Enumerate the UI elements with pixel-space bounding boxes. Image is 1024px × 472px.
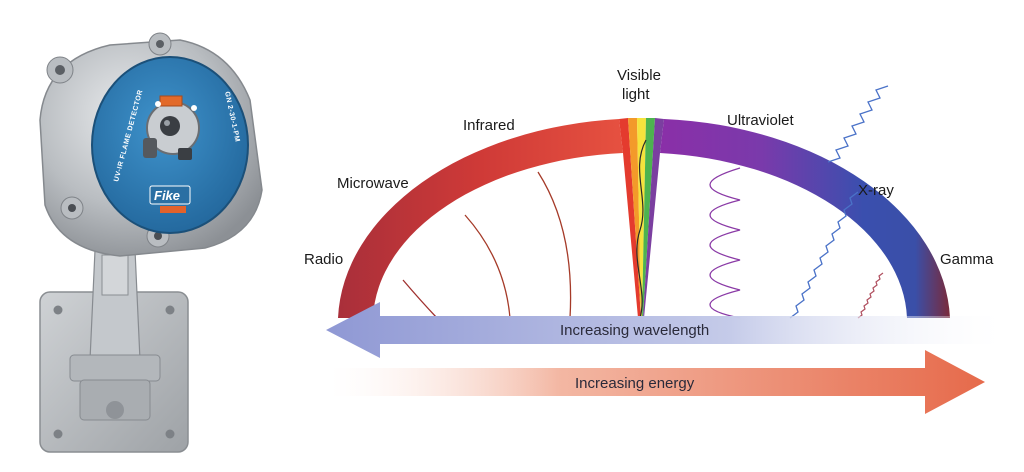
infrared-wave (537, 171, 572, 319)
wavelength-arrow: Increasing wavelength (326, 302, 1000, 358)
spectrum-band-low-energy (338, 119, 623, 318)
label-gamma: Gamma (940, 251, 994, 268)
brand-tab (160, 206, 186, 213)
brand-plate (149, 185, 191, 205)
xray-wave-outer (827, 85, 889, 163)
ultraviolet-wave (709, 167, 741, 319)
flame-detector-image: UV-IR FLAME DETECTOR GN 2-30-1-PM Fike (39, 32, 263, 453)
label-visible-line1: Visible (617, 67, 661, 84)
spectrum-band-high-energy (660, 119, 950, 318)
screw-icon (165, 305, 175, 315)
screw-icon (53, 305, 63, 315)
screw-icon (53, 429, 63, 439)
visible-wave (636, 139, 647, 319)
screw-icon (165, 429, 175, 439)
microwave-wave (464, 214, 511, 319)
energy-arrow: Increasing energy (330, 350, 985, 414)
brand-logo-text: Fike (154, 188, 180, 203)
wave-lines (402, 85, 889, 319)
radio-wave (402, 279, 438, 319)
energy-arrow-label: Increasing energy (575, 375, 695, 392)
label-xray: X-ray (858, 182, 894, 199)
xray-wave-inner (789, 191, 859, 319)
label-microwave: Microwave (337, 175, 409, 192)
wavelength-arrow-label: Increasing wavelength (560, 322, 709, 339)
label-ultraviolet: Ultraviolet (727, 112, 795, 129)
gamma-wave (857, 272, 884, 319)
label-radio: Radio (304, 251, 343, 268)
label-infrared: Infrared (463, 117, 515, 134)
spectrum-diagram: Radio Microwave Infrared Visible light U… (304, 67, 994, 319)
label-visible-line2: light (622, 86, 650, 103)
